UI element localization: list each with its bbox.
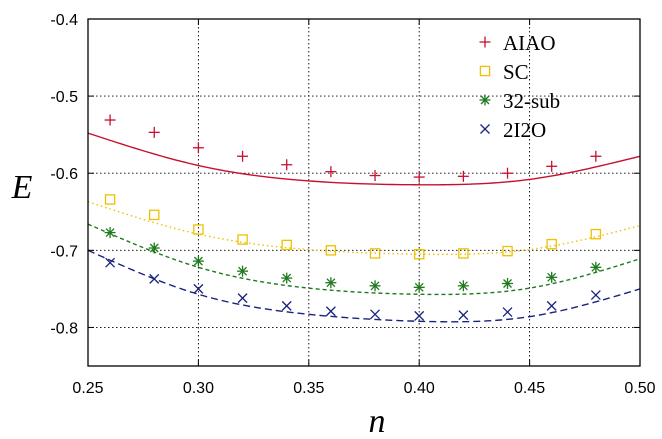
data-point-2I2O — [193, 283, 204, 294]
legend-label: SC — [503, 60, 529, 84]
y-tick-label: -0.5 — [50, 89, 78, 106]
data-point-AIAO — [502, 167, 514, 179]
data-point-32-sub — [502, 277, 514, 289]
data-point-32-sub — [281, 272, 293, 284]
data-point-32-sub — [104, 227, 116, 239]
x-tick-label: 0.25 — [72, 380, 103, 397]
data-point-AIAO — [148, 126, 160, 138]
data-points — [104, 114, 602, 321]
data-point-AIAO — [281, 159, 293, 171]
data-point-SC — [546, 238, 557, 250]
data-point-2I2O — [546, 300, 557, 311]
data-point-2I2O — [414, 310, 425, 321]
x-tick-label: 0.30 — [183, 380, 214, 397]
data-point-SC — [413, 248, 425, 260]
x-tick-label: 0.35 — [293, 380, 324, 397]
data-point-2I2O — [105, 257, 116, 268]
data-point-32-sub — [148, 242, 160, 254]
y-axis-title: E — [11, 169, 33, 206]
data-point-2I2O — [502, 307, 513, 317]
legend: AIAO SC 32-sub 2I2O — [479, 31, 560, 142]
fit-curve-32-sub — [87, 223, 641, 296]
y-tick-label: -0.6 — [50, 166, 78, 183]
data-point-2I2O — [325, 306, 336, 317]
legend-label: AIAO — [503, 31, 556, 55]
data-point-32-sub — [590, 261, 602, 273]
legend-marker-32-sub — [479, 94, 491, 106]
legend-marker-SC — [479, 65, 491, 77]
data-point-32-sub — [325, 277, 337, 289]
data-point-AIAO — [325, 166, 337, 178]
data-point-SC — [369, 248, 381, 259]
data-point-SC — [237, 234, 248, 245]
grid — [88, 19, 640, 366]
fit-curve-SC — [87, 201, 641, 256]
plot-frame — [87, 18, 641, 367]
fit-curve-2I2O — [87, 249, 641, 323]
data-point-32-sub — [237, 265, 249, 277]
data-point-32-sub — [413, 281, 425, 293]
data-point-SC — [502, 245, 513, 257]
legend-marker-2I2O — [480, 124, 490, 134]
fit-curve-AIAO — [87, 132, 641, 186]
fit-curves — [87, 132, 641, 323]
data-point-SC — [104, 194, 116, 205]
data-point-2I2O — [370, 309, 380, 320]
ticks: 0.25 0.30 0.35 0.40 0.45 0.50 -0.4 -0.5 -0.6 -0.7… — [50, 12, 655, 397]
data-point-AIAO — [413, 171, 425, 183]
data-point-32-sub — [369, 280, 381, 292]
data-point-SC — [193, 224, 204, 235]
x-tick-label: 0.40 — [404, 380, 435, 397]
data-point-32-sub — [192, 255, 204, 267]
data-point-32-sub — [546, 271, 558, 283]
data-point-SC — [458, 248, 469, 259]
data-point-2I2O — [458, 310, 469, 321]
y-tick-label: -0.4 — [50, 12, 78, 29]
data-point-AIAO — [369, 170, 381, 182]
x-axis-title: n — [369, 403, 386, 439]
legend-label: 2I2O — [503, 118, 546, 142]
y-tick-label: -0.7 — [50, 243, 78, 260]
data-point-SC — [325, 245, 337, 256]
data-point-SC — [148, 209, 160, 221]
data-point-2I2O — [237, 293, 248, 304]
x-tick-label: 0.50 — [624, 380, 655, 397]
data-point-AIAO — [457, 170, 469, 182]
data-point-2I2O — [281, 300, 292, 311]
data-point-AIAO — [237, 150, 249, 162]
legend-label: 32-sub — [503, 89, 560, 113]
data-point-SC — [590, 228, 602, 240]
data-point-32-sub — [457, 280, 469, 292]
y-tick-label: -0.8 — [50, 320, 78, 337]
data-point-AIAO — [104, 114, 116, 126]
x-tick-label: 0.45 — [514, 380, 545, 397]
data-point-2I2O — [590, 290, 601, 301]
data-point-AIAO — [546, 160, 558, 172]
data-point-2I2O — [149, 273, 160, 284]
data-point-SC — [281, 239, 292, 251]
data-point-AIAO — [192, 142, 204, 154]
legend-marker-AIAO — [479, 36, 491, 48]
data-point-AIAO — [590, 150, 602, 162]
